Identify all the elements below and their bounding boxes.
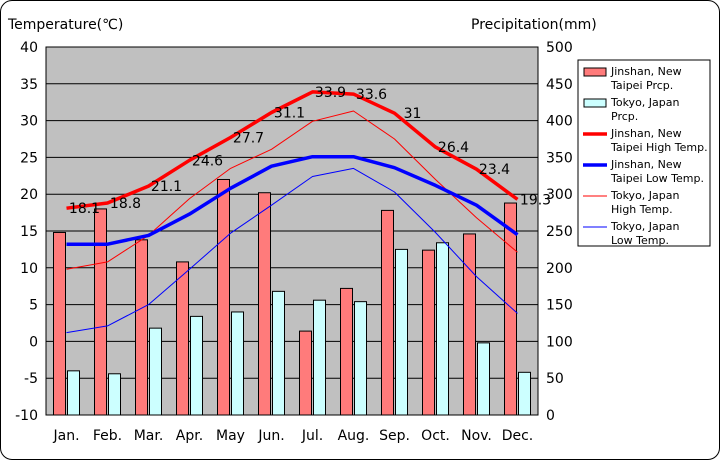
- precip-bar: [272, 290, 285, 416]
- precip-bar: [231, 311, 244, 416]
- left-tick-label: 35: [20, 77, 38, 93]
- precip-bar: [381, 209, 394, 416]
- right-tick-label: 150: [546, 298, 573, 314]
- high-temp-data-label: 26.4: [438, 140, 469, 156]
- high-temp-data-label: 19.3: [520, 192, 551, 208]
- legend-swatch: [583, 67, 607, 77]
- legend-label: Taipei Low Temp.: [610, 172, 704, 185]
- temp-line: [66, 110, 518, 270]
- precip-bar: [149, 327, 162, 416]
- x-tick-label: Sep.: [379, 428, 410, 444]
- left-tick-label: 0: [29, 334, 38, 350]
- high-temp-data-label: 18.8: [110, 196, 141, 212]
- precip-bar: [354, 301, 367, 416]
- precip-bar: [53, 231, 66, 416]
- precip-bar: [135, 239, 148, 416]
- precip-bar: [299, 330, 312, 416]
- legend-label: Prcp.: [611, 110, 638, 123]
- high-temp-data-label: 33.6: [356, 87, 387, 103]
- precip-bar: [395, 248, 408, 416]
- right-tick-label: 350: [546, 150, 573, 166]
- temp-line: [66, 90, 519, 210]
- legend-label: Taipei High Temp.: [610, 141, 708, 154]
- left-tick-label: 15: [20, 224, 38, 240]
- right-tick-label: 200: [546, 261, 573, 277]
- x-tick-label: Jul.: [301, 428, 323, 444]
- precip-bar: [258, 192, 271, 416]
- high-temp-data-label: 31.1: [274, 106, 305, 122]
- precip-bar: [477, 342, 490, 416]
- legend-label: Jinshan, New: [610, 65, 682, 78]
- right-tick-label: 250: [546, 224, 573, 240]
- legend-label: Low Temp.: [611, 234, 669, 247]
- x-tick-label: Oct.: [421, 428, 450, 444]
- high-temp-data-label: 23.4: [479, 162, 510, 178]
- left-tick-label: 40: [20, 40, 38, 56]
- precip-bar: [108, 373, 121, 416]
- legend-label: Tokyo, Japan: [610, 189, 679, 202]
- precip-bar: [67, 370, 80, 416]
- x-tick-label: Mar.: [134, 428, 164, 444]
- x-tick-label: May: [216, 428, 245, 444]
- left-tick-label: -10: [15, 408, 38, 424]
- high-temp-data-label: 21.1: [151, 179, 182, 195]
- precip-bar: [176, 261, 189, 416]
- left-tick-label: 10: [20, 261, 38, 277]
- right-tick-label: 450: [546, 77, 573, 93]
- legend-label: Jinshan, New: [610, 158, 682, 171]
- temp-line: [66, 154, 519, 246]
- high-temp-data-label: 31: [404, 106, 422, 122]
- x-tick-label: Jan.: [52, 428, 79, 444]
- precip-bar: [436, 242, 449, 416]
- legend-label: Jinshan, New: [610, 127, 682, 140]
- legend-label: High Temp.: [611, 203, 673, 216]
- x-tick-label: Apr.: [176, 428, 203, 444]
- precip-bar: [217, 178, 230, 416]
- legend-label: Tokyo, Japan: [610, 96, 679, 109]
- precip-bar: [94, 208, 107, 416]
- left-tick-label: 30: [20, 114, 38, 130]
- temp-line: [66, 167, 518, 334]
- left-axis-title: Temperature(℃): [7, 17, 123, 33]
- left-tick-label: 5: [29, 298, 38, 314]
- right-axis-title: Precipitation(mm): [471, 17, 597, 33]
- right-tick-label: 500: [546, 40, 573, 56]
- x-tick-label: Feb.: [93, 428, 122, 444]
- precip-bar: [422, 249, 435, 416]
- precip-bar: [463, 233, 476, 416]
- precip-bar: [313, 299, 326, 416]
- right-tick-label: 100: [546, 334, 573, 350]
- left-tick-label: -5: [24, 371, 38, 387]
- x-tick-label: Aug.: [338, 428, 370, 444]
- precip-bar: [340, 287, 353, 416]
- right-tick-label: 50: [546, 371, 564, 387]
- left-tick-label: 25: [20, 150, 38, 166]
- x-tick-label: Jun.: [257, 428, 284, 444]
- left-tick-label: 20: [20, 187, 38, 203]
- right-tick-label: 400: [546, 114, 573, 130]
- high-temp-data-label: 33.9: [315, 85, 346, 101]
- high-temp-data-label: 27.7: [233, 131, 264, 147]
- precip-bar: [518, 371, 531, 416]
- right-tick-label: 300: [546, 187, 573, 203]
- x-tick-label: Nov.: [461, 428, 492, 444]
- high-temp-data-label: 24.6: [192, 153, 223, 169]
- legend-box: [577, 59, 711, 247]
- legend-label: Taipei Prcp.: [610, 79, 673, 92]
- legend-swatch: [583, 98, 607, 108]
- right-tick-label: 0: [546, 408, 555, 424]
- x-tick-label: Dec.: [502, 428, 534, 444]
- precip-bar: [504, 202, 517, 416]
- precip-bar: [190, 315, 203, 416]
- legend-label: Tokyo, Japan: [610, 220, 679, 233]
- high-temp-data-label: 18.1: [69, 201, 100, 217]
